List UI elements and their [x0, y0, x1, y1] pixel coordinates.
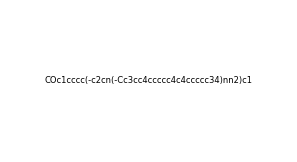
- Text: COc1cccc(-c2cn(-Cc3cc4ccccc4c4ccccc34)nn2)c1: COc1cccc(-c2cn(-Cc3cc4ccccc4c4ccccc34)nn…: [45, 76, 252, 86]
